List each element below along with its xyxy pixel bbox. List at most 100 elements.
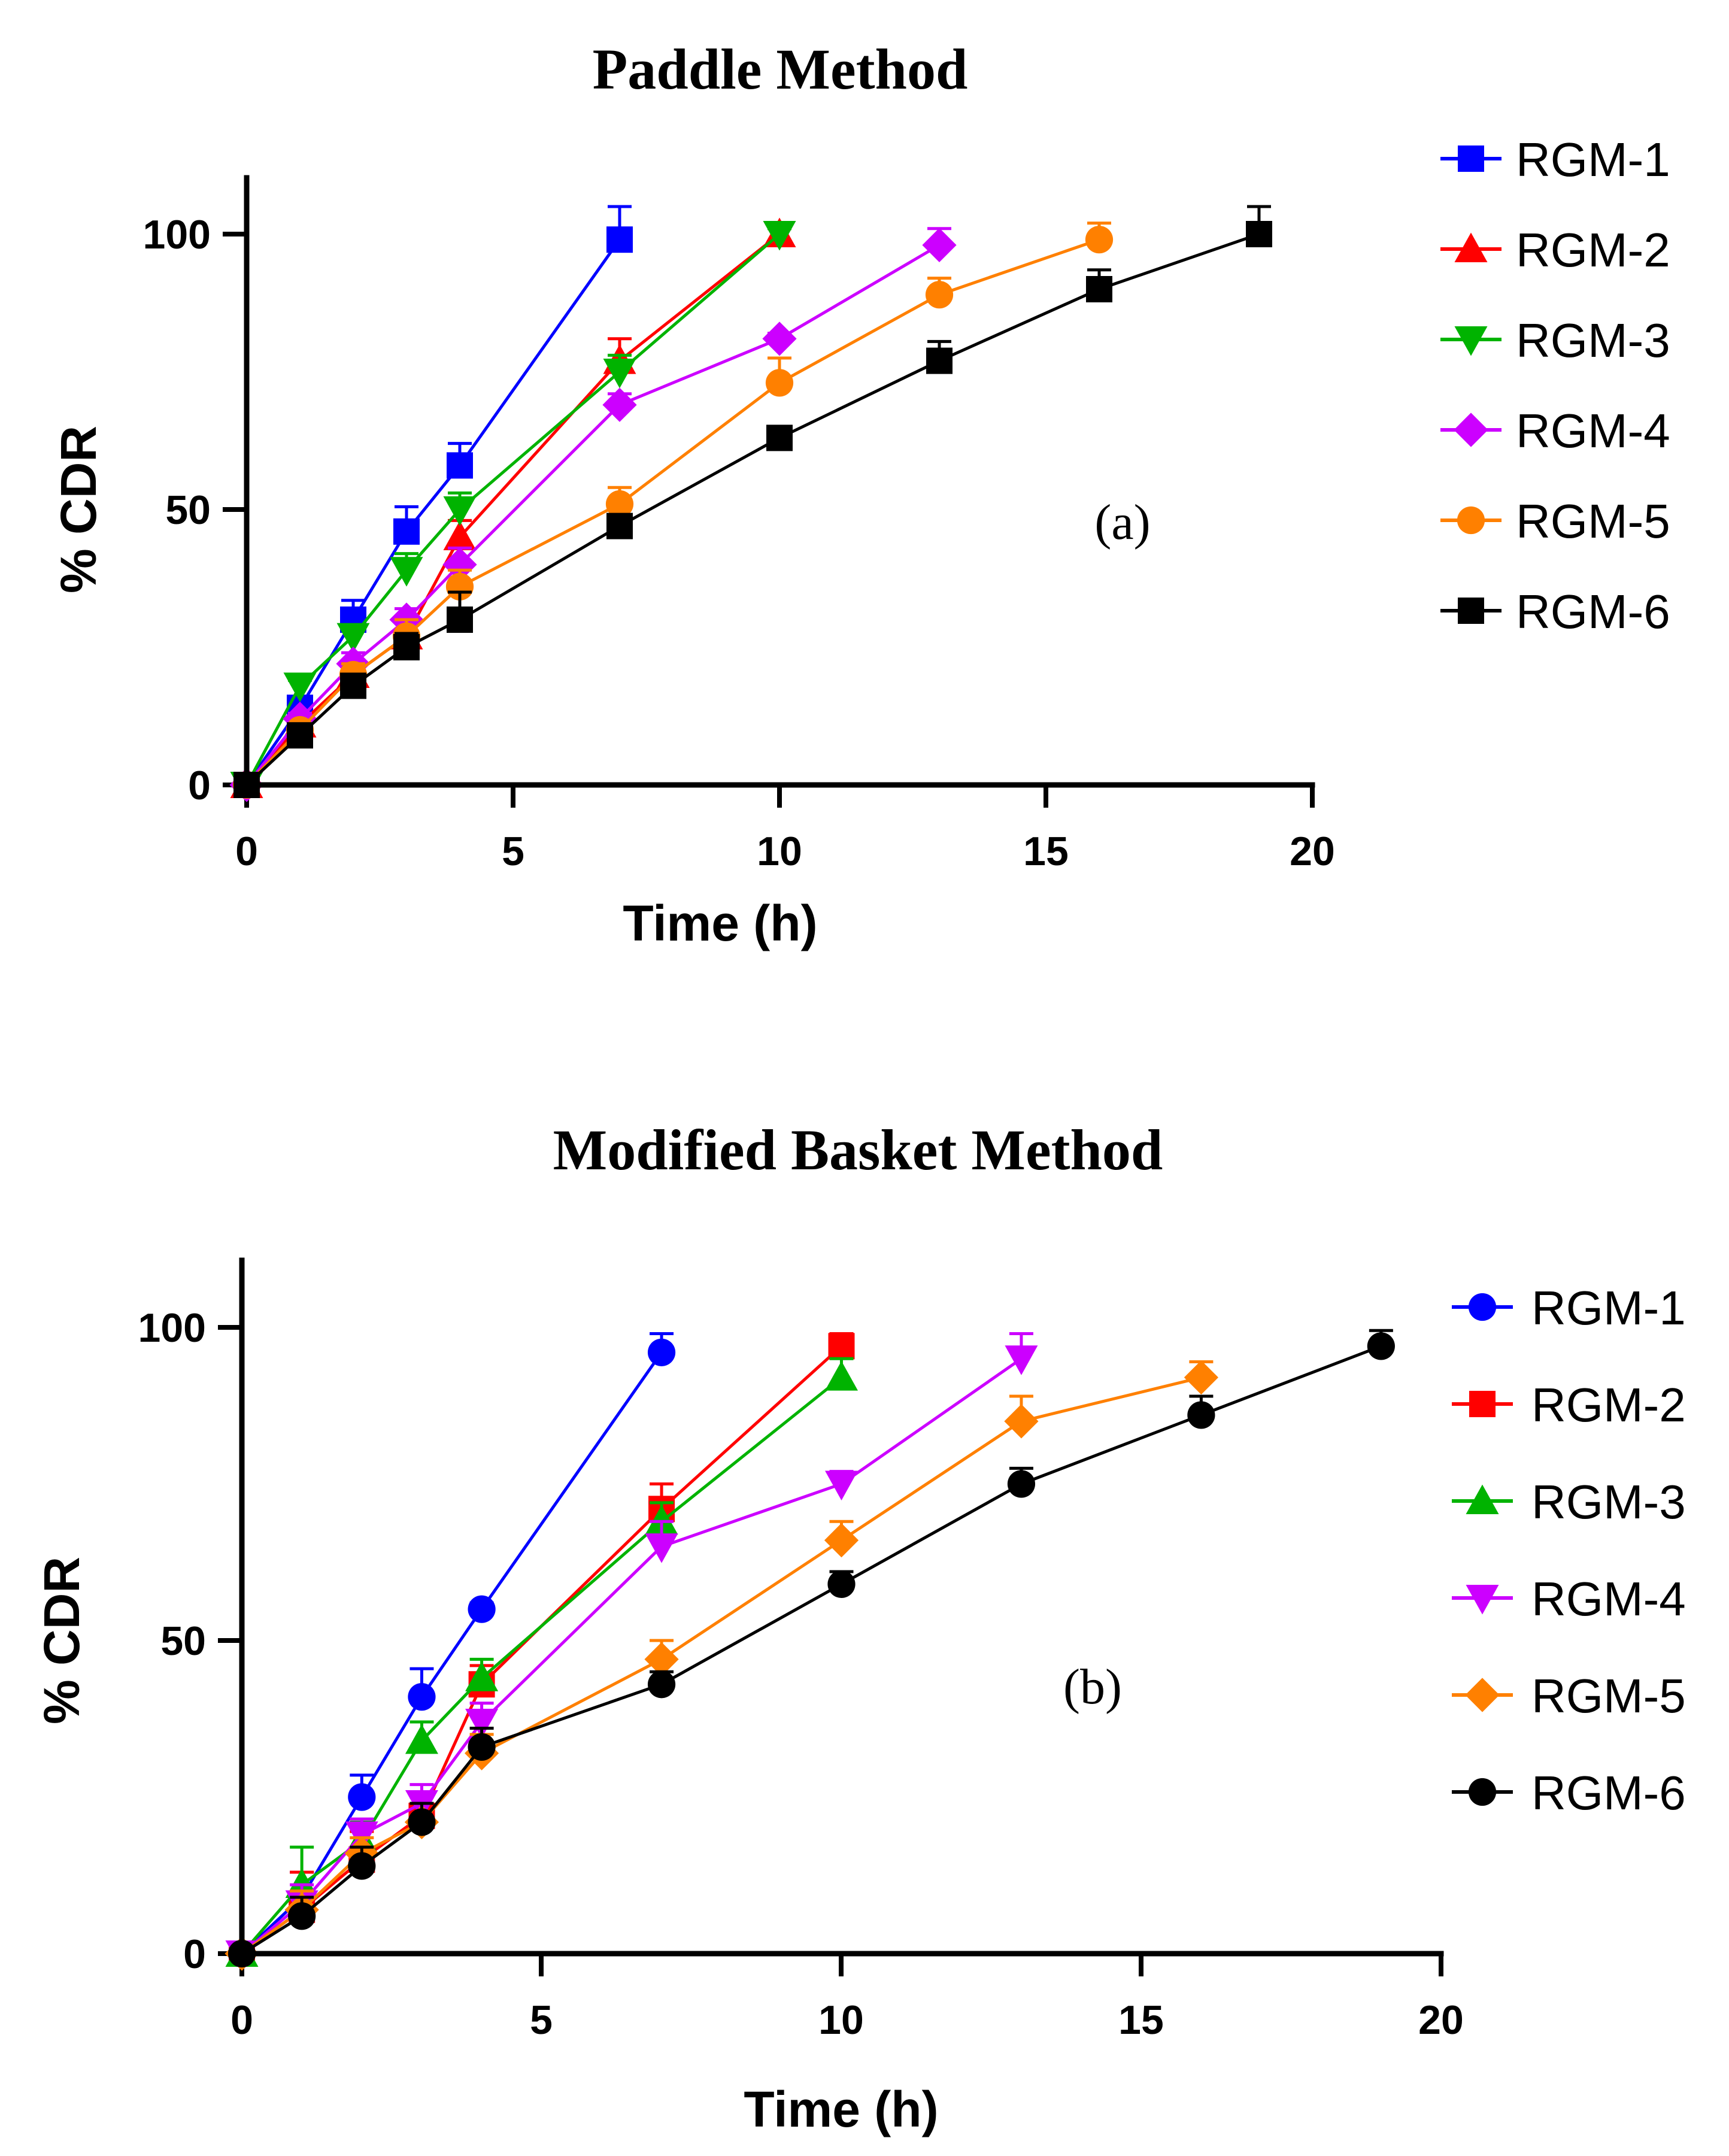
y-axis-title: % CDR [50,426,107,593]
legend-item: RGM-2 [1440,223,1670,277]
legend-label: RGM-3 [1531,1475,1686,1529]
legend-marker [1440,232,1502,262]
data-point [283,672,317,702]
legend-label: RGM-2 [1516,223,1670,277]
legend-label: RGM-4 [1531,1572,1686,1626]
legend-label: RGM-6 [1531,1766,1686,1820]
legend-item: RGM-6 [1452,1766,1686,1820]
data-point [447,452,473,479]
data-point [922,228,957,262]
data-point [336,623,370,653]
panel-label: (b) [1063,1659,1122,1715]
data-point [288,1902,316,1930]
legend-symbol [1457,506,1485,535]
data-point [1086,276,1112,302]
x-tick-label: 15 [1118,1997,1164,2043]
data-point [1007,1470,1036,1498]
data-point [1187,1401,1215,1429]
legend-marker [1440,506,1502,535]
legend-marker [1452,1778,1513,1806]
series-line [245,238,1100,786]
legend-label: RGM-5 [1516,495,1670,548]
data-point [926,347,953,374]
data-point [825,1470,858,1500]
series-rgm-6 [228,1329,1395,1968]
legend-item: RGM-3 [1440,314,1670,367]
data-point [644,1642,679,1676]
legend-item: RGM-5 [1452,1669,1686,1723]
legend-item: RGM-5 [1440,495,1670,548]
data-point [606,513,633,539]
x-tick-label: 0 [230,1997,253,2043]
y-axis-title: % CDR [34,1557,90,1724]
legend-symbol [1458,598,1484,624]
data-point [824,1523,859,1558]
legend-label: RGM-1 [1531,1281,1686,1335]
series-layer [225,1329,1395,1971]
legend-label: RGM-4 [1516,404,1670,457]
legend-marker [1440,413,1502,447]
data-point [287,722,313,749]
legend-symbol [1465,1678,1500,1712]
data-point [465,1661,499,1691]
data-point [763,221,796,251]
y-tick-label: 100 [138,1305,206,1351]
data-point [468,1595,496,1623]
legend-marker [1452,1293,1513,1321]
legend-item: RGM-6 [1440,585,1670,638]
legend-symbol [1454,413,1488,447]
data-point [647,1670,676,1699]
x-axis-ticks: 0 5 10 15 20 [235,785,1335,874]
data-point [408,1683,436,1711]
data-point [405,1724,438,1754]
chart-modified-basket-method: Modified Basket Method 0 50 100 0 5 10 1… [34,1118,1686,2137]
x-tick-label: 5 [530,1997,553,2043]
data-point [1004,1404,1039,1439]
legend-label: RGM-2 [1531,1378,1686,1432]
chart-paddle-method: Paddle Method 0 50 100 0 5 10 15 20 Time… [50,37,1670,951]
legend: RGM-1 RGM-2 RGM-3 RGM-4 RGM-5 RGM-6 [1452,1281,1686,1820]
data-point [766,424,793,451]
data-point [603,359,636,389]
x-axis-ticks: 0 5 10 15 20 [230,1954,1464,2043]
data-point [828,1333,855,1360]
legend-marker [1440,326,1502,356]
data-point [465,1708,499,1739]
x-axis-title: Time (h) [744,2081,938,2137]
x-tick-label: 20 [1290,829,1335,874]
data-point [393,518,420,545]
legend-label: RGM-3 [1516,314,1670,367]
panel-label: (a) [1094,495,1150,550]
legend: RGM-1 RGM-2 RGM-3 RGM-4 RGM-5 RGM-6 [1440,133,1670,638]
series-line [245,232,1260,786]
data-point [1246,221,1272,247]
series-line [245,244,941,786]
legend-label: RGM-1 [1516,133,1670,186]
data-point [765,369,794,397]
data-point [825,1361,858,1391]
legend-symbol [1466,1484,1499,1514]
x-tick-label: 15 [1023,829,1069,874]
legend-item: RGM-1 [1452,1281,1686,1335]
legend-symbol [1458,145,1484,172]
x-tick-label: 5 [502,829,524,874]
data-point [468,1733,496,1761]
legend-item: RGM-1 [1440,133,1670,186]
data-point [645,1505,678,1535]
series-rgm-6 [233,205,1272,798]
series-rgm-4 [225,1332,1038,1970]
legend-label: RGM-6 [1516,585,1670,638]
legend-item: RGM-3 [1452,1475,1686,1529]
series-rgm-2 [230,217,796,798]
data-point [443,520,477,550]
x-axis-title: Time (h) [623,895,817,951]
y-tick-label: 100 [143,212,211,257]
data-point [762,322,797,356]
chart-title: Paddle Method [593,37,968,101]
legend-symbol [1466,1585,1499,1615]
y-axis-ticks: 0 50 100 [143,212,245,808]
data-point [827,1570,856,1598]
data-point [393,634,420,660]
series-rgm-2 [229,1332,855,1967]
legend-marker [1452,1484,1513,1514]
